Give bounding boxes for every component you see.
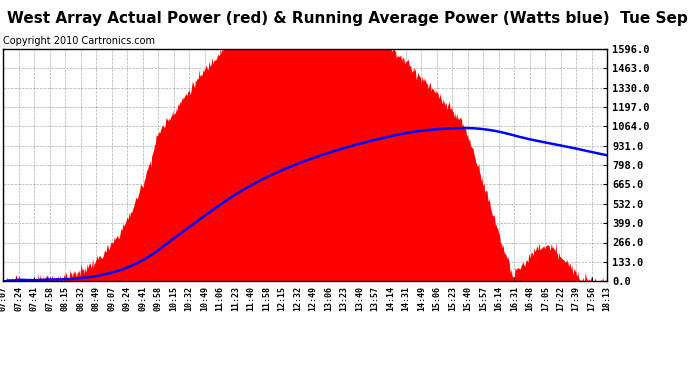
Text: Copyright 2010 Cartronics.com: Copyright 2010 Cartronics.com [3, 36, 155, 46]
Text: West Array Actual Power (red) & Running Average Power (Watts blue)  Tue Sep 28 1: West Array Actual Power (red) & Running … [7, 11, 690, 26]
